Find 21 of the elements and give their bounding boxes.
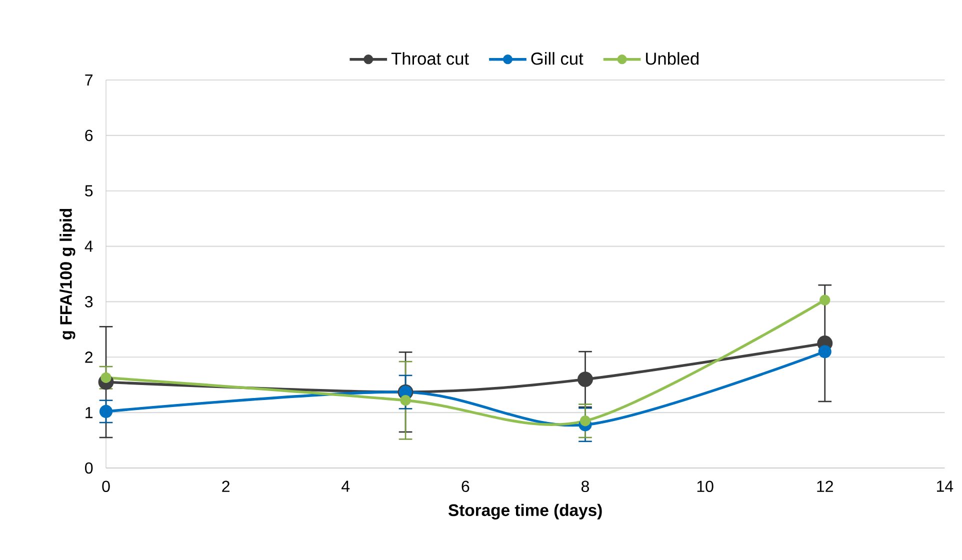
y-tick-label: 3 [85, 296, 93, 308]
y-axis-title: g FFA/100 g lipid [60, 208, 76, 340]
y-tick-label: 7 [85, 74, 92, 86]
x-tick-label: 4 [342, 480, 350, 492]
y-tick-label: 1 [86, 407, 93, 418]
legend-label: Gill cut [531, 52, 584, 65]
y-tick-label: 6 [85, 130, 93, 142]
y-tick-label: 4 [84, 240, 93, 252]
y-tick-label: 2 [85, 352, 92, 363]
x-axis-title: Storage time (days) [448, 504, 602, 520]
y-tick-label: 0 [85, 462, 93, 474]
legend-label: Unbled [646, 52, 699, 65]
x-tick-label: 14 [936, 480, 954, 492]
y-tick-label: 5 [85, 185, 93, 196]
x-tick-label: 8 [581, 480, 589, 492]
x-tick-label: 12 [817, 480, 833, 492]
x-tick-label: 2 [222, 480, 230, 492]
x-tick-label: 6 [462, 480, 470, 492]
legend-label: Throat cut [391, 52, 469, 65]
x-tick-label: 10 [697, 480, 714, 492]
x-tick-label: 0 [102, 480, 110, 492]
